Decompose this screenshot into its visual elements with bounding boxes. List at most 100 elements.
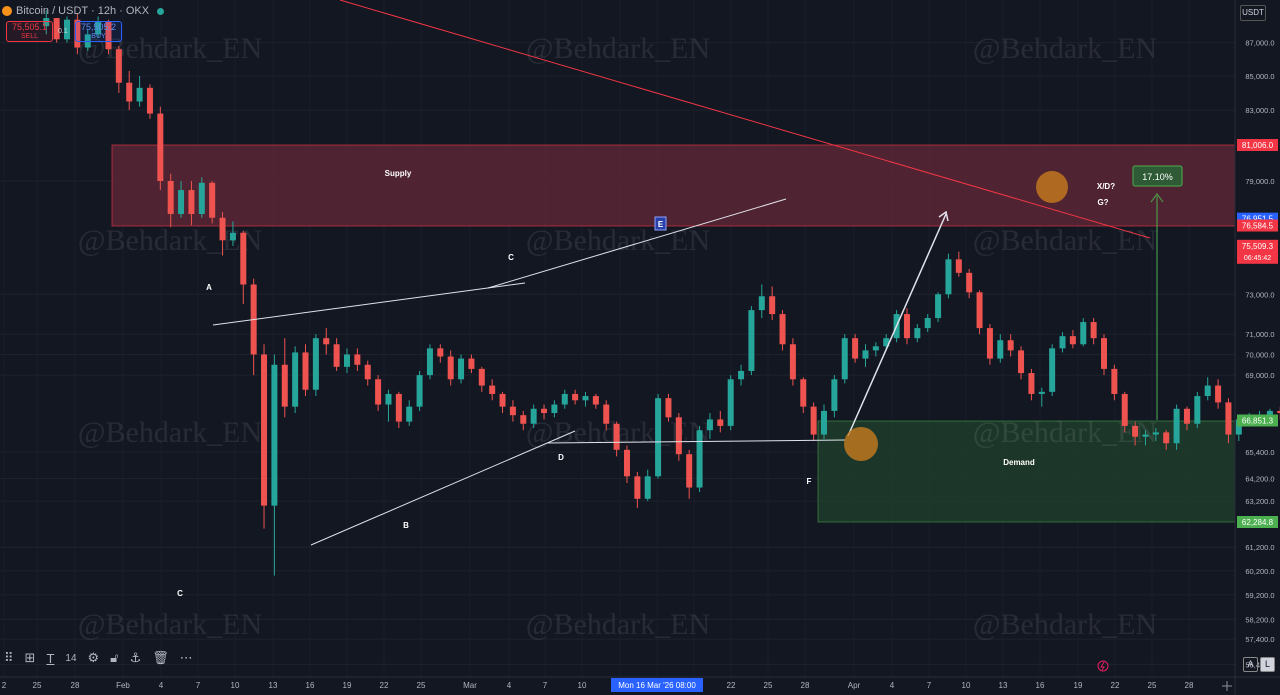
wedge-upper-line-ac[interactable] bbox=[212, 282, 526, 326]
more-icon[interactable]: ⋯ bbox=[179, 650, 193, 665]
y-tick-label: 65,400.0 bbox=[1245, 448, 1274, 457]
drag-handle-icon[interactable]: ⠿ bbox=[4, 650, 14, 665]
x-tick-label: 4 bbox=[507, 681, 512, 690]
candle bbox=[1215, 379, 1222, 409]
price-axis-label: 81,006.0 bbox=[1237, 139, 1278, 151]
auto-scale-button[interactable]: A bbox=[1243, 657, 1258, 672]
candle bbox=[955, 251, 962, 277]
candle bbox=[800, 377, 807, 414]
lock-icon[interactable]: 🔓︎ bbox=[110, 650, 119, 665]
candle bbox=[655, 393, 662, 479]
candle bbox=[198, 177, 205, 218]
candle bbox=[105, 19, 112, 55]
candle bbox=[115, 45, 122, 93]
x-tick-label: 22 bbox=[1111, 681, 1120, 690]
x-tick-label: Feb bbox=[116, 681, 130, 690]
highlight-circle-bottom[interactable] bbox=[844, 427, 878, 461]
candle bbox=[852, 334, 859, 363]
y-tick-label: 69,000.0 bbox=[1245, 371, 1274, 380]
y-tick-label: 59,200.0 bbox=[1245, 591, 1274, 600]
svg-text:81,006.0: 81,006.0 bbox=[1242, 141, 1274, 150]
measure-box[interactable] bbox=[1132, 165, 1183, 187]
wedge-upper-line-ce[interactable] bbox=[487, 198, 787, 289]
price-axis-label: 62,284.8 bbox=[1237, 516, 1278, 528]
watermark-text: @Behdark_EN bbox=[526, 32, 710, 65]
candle bbox=[1277, 406, 1280, 420]
symbol-title[interactable]: Bitcoin / USDT · 12h · OKX bbox=[16, 5, 150, 17]
candle bbox=[261, 344, 268, 529]
y-tick-label: 70,000.0 bbox=[1245, 350, 1274, 359]
wedge-lower-line[interactable] bbox=[310, 430, 576, 546]
candle bbox=[623, 445, 630, 484]
candle bbox=[1111, 364, 1118, 401]
candle bbox=[789, 338, 796, 386]
watermark-text: @Behdark_EN bbox=[78, 416, 262, 449]
currency-selector[interactable]: USDT bbox=[1240, 5, 1266, 21]
candle bbox=[561, 389, 568, 409]
candle bbox=[582, 391, 589, 407]
candle bbox=[551, 400, 558, 418]
x-tick-label: 7 bbox=[927, 681, 932, 690]
candle bbox=[592, 393, 599, 409]
watermark-text: @Behdark_EN bbox=[526, 224, 710, 257]
candle bbox=[74, 13, 81, 55]
x-tick-label: 7 bbox=[543, 681, 548, 690]
candle bbox=[769, 286, 776, 321]
supply-label: Supply bbox=[385, 169, 412, 178]
descending-trendline[interactable] bbox=[339, 0, 1151, 239]
candle bbox=[966, 268, 973, 299]
buy-button[interactable]: 75,505.2 BUY bbox=[75, 21, 122, 42]
candle bbox=[157, 106, 164, 191]
candle bbox=[240, 230, 247, 305]
trash-icon[interactable]: 🗑︎ bbox=[152, 650, 169, 665]
candle bbox=[1069, 330, 1076, 349]
text-tool-icon[interactable]: T bbox=[46, 650, 55, 666]
font-size[interactable]: 14 bbox=[65, 652, 77, 664]
alert-icon[interactable] bbox=[1097, 660, 1109, 672]
watermark-text: @Behdark_EN bbox=[526, 608, 710, 641]
grid-lines bbox=[0, 42, 1235, 665]
candle bbox=[219, 212, 226, 256]
watermarks: @Behdark_EN @Behdark_EN @Behdark_EN @Behdar… bbox=[78, 32, 1157, 641]
candle bbox=[178, 180, 185, 218]
highlight-circle-top[interactable] bbox=[1036, 171, 1068, 203]
settings-icon[interactable]: ⚙ bbox=[87, 650, 100, 665]
candle bbox=[1225, 398, 1232, 444]
candle bbox=[292, 346, 299, 414]
crosshair-icon[interactable] bbox=[1222, 681, 1232, 691]
candle bbox=[841, 334, 848, 384]
x-tick-label: 22 bbox=[380, 681, 389, 690]
label-c: C bbox=[508, 253, 514, 262]
d-to-f-line[interactable] bbox=[546, 439, 846, 444]
candle bbox=[499, 391, 506, 414]
symbol-header: Bitcoin / USDT · 12h · OKX bbox=[0, 0, 165, 22]
label-b: B bbox=[403, 521, 409, 530]
candle bbox=[986, 324, 993, 365]
candle bbox=[1080, 318, 1087, 347]
sell-button[interactable]: 75,505.1 SELL bbox=[6, 21, 53, 42]
candle bbox=[872, 342, 879, 357]
candle bbox=[1194, 391, 1201, 429]
candle bbox=[613, 421, 620, 457]
candle bbox=[468, 354, 475, 374]
candle bbox=[250, 278, 257, 376]
candle bbox=[447, 350, 454, 386]
anchor-icon[interactable]: ⚓︎ bbox=[129, 650, 142, 665]
log-scale-button[interactable]: L bbox=[1260, 657, 1275, 672]
watermark-text: @Behdark_EN bbox=[973, 608, 1157, 641]
buy-label: BUY bbox=[91, 33, 106, 40]
candle bbox=[84, 29, 91, 51]
y-tick-label: 83,000.0 bbox=[1245, 106, 1274, 115]
candle bbox=[644, 469, 651, 502]
sell-label: SELL bbox=[20, 33, 39, 40]
x-tick-label: 16 bbox=[1036, 681, 1045, 690]
candle bbox=[126, 70, 133, 111]
candle bbox=[976, 290, 983, 335]
layout-icon[interactable]: ⊞ bbox=[24, 650, 36, 665]
x-tick-label: 16 bbox=[306, 681, 315, 690]
x-tick-label: 25 bbox=[33, 681, 42, 690]
projection-arrow[interactable] bbox=[847, 213, 947, 437]
x-tick-label: 13 bbox=[269, 681, 278, 690]
candle bbox=[489, 379, 496, 401]
